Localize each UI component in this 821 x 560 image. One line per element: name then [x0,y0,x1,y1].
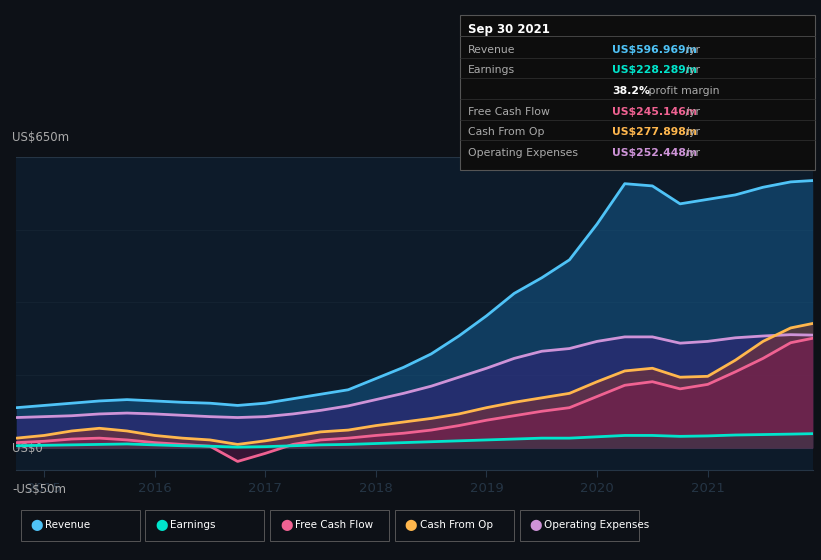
Text: /yr: /yr [681,66,699,76]
Text: /yr: /yr [681,107,699,116]
Text: ⬤: ⬤ [155,520,167,531]
Text: Sep 30 2021: Sep 30 2021 [468,22,550,35]
Text: ⬤: ⬤ [280,520,292,531]
Text: US$277.898m: US$277.898m [612,127,697,137]
Text: Free Cash Flow: Free Cash Flow [468,107,550,116]
Text: Cash From Op: Cash From Op [420,520,493,530]
Text: ⬤: ⬤ [30,520,43,531]
Text: Earnings: Earnings [170,520,215,530]
Text: Free Cash Flow: Free Cash Flow [295,520,373,530]
Text: US$245.146m: US$245.146m [612,107,697,116]
Text: Revenue: Revenue [45,520,90,530]
Text: US$228.289m: US$228.289m [612,66,697,76]
Text: Cash From Op: Cash From Op [468,127,544,137]
Text: Operating Expenses: Operating Expenses [468,148,578,158]
Text: /yr: /yr [681,127,699,137]
Text: Revenue: Revenue [468,45,516,55]
Text: -US$50m: -US$50m [12,483,67,496]
Text: ⬤: ⬤ [530,520,542,531]
Text: US$650m: US$650m [12,131,70,144]
Text: /yr: /yr [681,45,699,55]
Text: US$596.969m: US$596.969m [612,45,697,55]
Text: US$0: US$0 [12,441,44,455]
Text: /yr: /yr [681,148,699,158]
Text: Operating Expenses: Operating Expenses [544,520,649,530]
Text: profit margin: profit margin [644,86,719,96]
Text: ⬤: ⬤ [405,520,417,531]
Text: Earnings: Earnings [468,66,516,76]
Text: US$252.448m: US$252.448m [612,148,697,158]
Text: 38.2%: 38.2% [612,86,650,96]
